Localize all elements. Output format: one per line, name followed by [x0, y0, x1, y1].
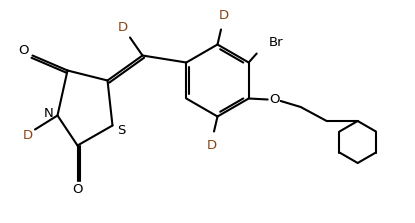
Text: Br: Br: [269, 36, 283, 49]
Text: D: D: [117, 21, 127, 34]
Text: D: D: [22, 129, 32, 142]
Text: D: D: [206, 139, 217, 152]
Text: S: S: [117, 124, 126, 137]
Text: D: D: [218, 9, 229, 22]
Text: N: N: [44, 107, 54, 120]
Text: O: O: [72, 183, 83, 196]
Text: O: O: [18, 44, 29, 57]
Text: O: O: [269, 93, 280, 106]
